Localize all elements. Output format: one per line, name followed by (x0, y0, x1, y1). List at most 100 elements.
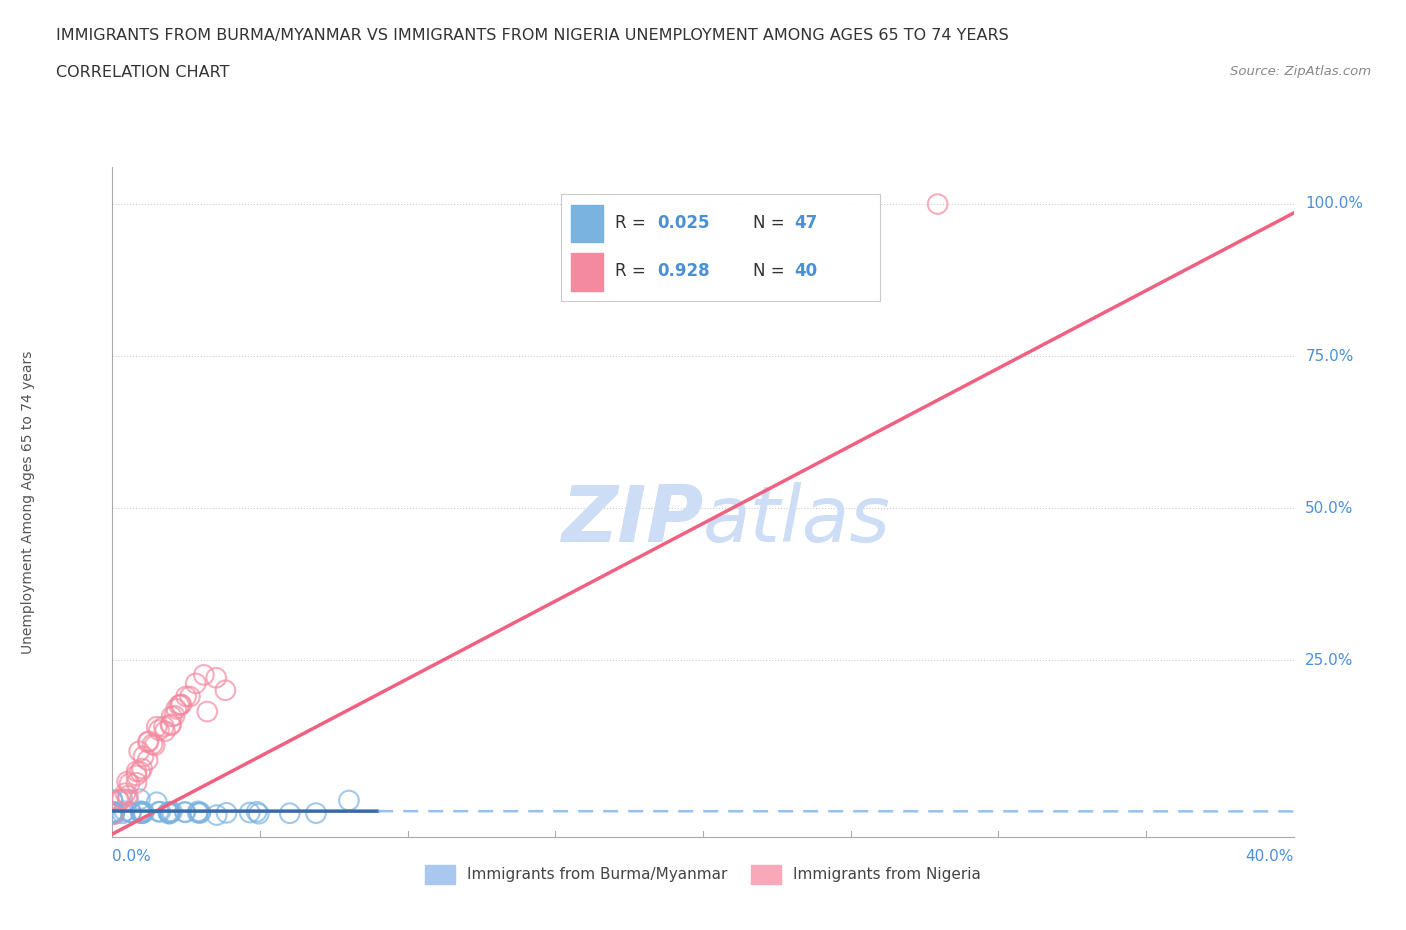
Point (157, 804, 180, 819)
Text: Source: ZipAtlas.com: Source: ZipAtlas.com (1230, 65, 1371, 78)
Point (215, 805, 238, 820)
Point (108, 793, 131, 808)
Point (118, 777, 141, 791)
Point (160, 709, 183, 724)
Point (169, 698, 191, 712)
Legend: Immigrants from Burma/Myanmar, Immigrants from Nigeria: Immigrants from Burma/Myanmar, Immigrant… (419, 858, 987, 890)
Point (153, 724, 176, 738)
Point (927, 196, 949, 211)
Point (143, 737, 166, 752)
Point (107, 792, 129, 807)
Point (187, 805, 209, 820)
Point (114, 804, 136, 818)
Text: 25.0%: 25.0% (1305, 653, 1354, 668)
Point (101, 807, 124, 822)
Text: N =: N = (752, 214, 790, 232)
Point (129, 804, 152, 818)
Point (188, 805, 211, 820)
Point (125, 764, 148, 778)
Point (131, 804, 153, 819)
Point (174, 804, 197, 819)
Point (129, 805, 152, 820)
Point (173, 804, 195, 819)
Point (117, 792, 139, 807)
Point (103, 804, 125, 819)
Point (246, 804, 269, 819)
Point (165, 701, 187, 716)
Bar (571, 205, 603, 243)
Point (136, 735, 159, 750)
Point (111, 806, 134, 821)
Point (159, 718, 181, 733)
Text: R =: R = (616, 262, 651, 280)
Point (136, 752, 159, 767)
Text: ZIP: ZIP (561, 483, 703, 558)
Point (247, 806, 270, 821)
Point (205, 671, 228, 685)
Bar (571, 253, 603, 290)
Text: 75.0%: 75.0% (1305, 349, 1354, 364)
Point (239, 805, 262, 820)
Point (167, 698, 190, 712)
Point (305, 805, 328, 820)
Text: R =: R = (616, 214, 651, 232)
Point (278, 805, 301, 820)
Point (214, 683, 236, 698)
Point (111, 791, 134, 806)
Point (103, 807, 125, 822)
Point (337, 793, 360, 808)
Point (148, 804, 170, 819)
Point (179, 689, 201, 704)
Point (145, 795, 167, 810)
Point (128, 791, 150, 806)
Point (120, 804, 142, 819)
Point (159, 806, 181, 821)
Point (114, 786, 136, 801)
Point (157, 806, 180, 821)
Text: 40.0%: 40.0% (1246, 849, 1294, 864)
Text: 0.0%: 0.0% (112, 849, 152, 864)
Point (132, 749, 155, 764)
Point (138, 734, 160, 749)
Point (193, 668, 215, 683)
Point (103, 806, 125, 821)
Point (129, 764, 152, 779)
Text: IMMIGRANTS FROM BURMA/MYANMAR VS IMMIGRANTS FROM NIGERIA UNEMPLOYMENT AMONG AGES: IMMIGRANTS FROM BURMA/MYANMAR VS IMMIGRA… (56, 28, 1010, 43)
Point (187, 804, 209, 818)
Text: 0.928: 0.928 (657, 262, 710, 280)
Point (103, 804, 125, 819)
Text: Unemployment Among Ages 65 to 74 years: Unemployment Among Ages 65 to 74 years (21, 351, 35, 654)
Point (117, 789, 139, 804)
Point (160, 804, 183, 819)
Point (131, 805, 153, 820)
Point (141, 737, 163, 751)
Point (131, 805, 153, 820)
Text: 0.025: 0.025 (657, 214, 710, 232)
Text: N =: N = (752, 262, 790, 280)
Point (131, 805, 153, 820)
Point (125, 776, 148, 790)
Point (101, 804, 124, 819)
Point (132, 804, 155, 819)
Point (188, 805, 211, 820)
Point (120, 804, 142, 819)
Point (148, 723, 170, 737)
Point (159, 804, 181, 819)
Point (128, 744, 150, 759)
Point (195, 704, 218, 719)
Point (131, 761, 153, 776)
Point (101, 805, 124, 820)
Point (170, 698, 193, 712)
Point (157, 805, 180, 820)
Point (149, 804, 172, 819)
Text: 50.0%: 50.0% (1305, 500, 1354, 516)
Text: CORRELATION CHART: CORRELATION CHART (56, 65, 229, 80)
Point (115, 775, 138, 790)
Point (125, 768, 148, 783)
Point (153, 719, 176, 734)
Point (101, 793, 124, 808)
Point (101, 805, 124, 820)
Point (174, 689, 197, 704)
Point (145, 720, 167, 735)
Point (184, 676, 207, 691)
